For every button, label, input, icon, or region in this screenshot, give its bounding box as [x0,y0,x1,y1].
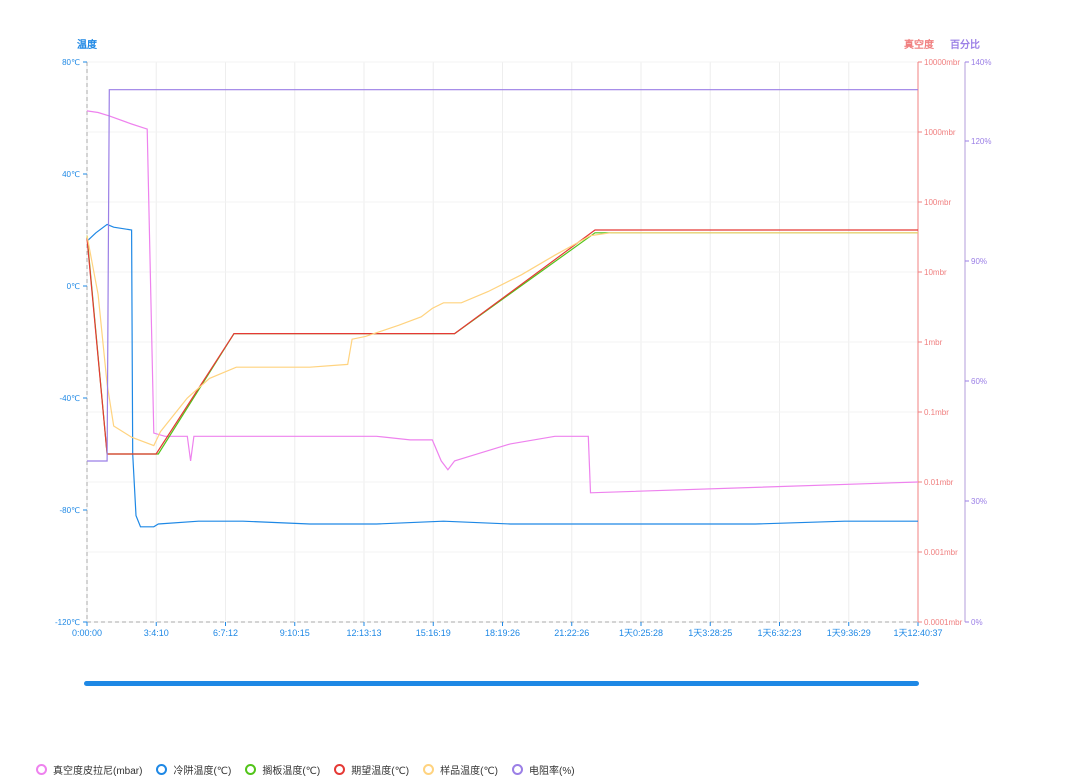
vacuum-tick-label: 10mbr [924,268,947,277]
left-tick-label: -120℃ [55,618,80,627]
percent-tick-label: 140% [971,58,991,67]
x-tick-label: 9:10:15 [280,628,310,638]
series-line-5 [87,89,918,462]
percent-tick-label: 0% [971,618,983,627]
x-tick-label: 0:00:00 [72,628,102,638]
series-line-3 [86,229,918,455]
legend-swatch-icon [423,764,435,775]
legend: 真空度皮拉尼(mbar) 冷阱温度(℃) 搁板温度(℃) 期望温度(℃) 样品温度(℃)… [36,762,575,777]
legend-label: 真空度皮拉尼(mbar) [53,766,143,777]
legend-item-1[interactable]: 冷阱温度(℃) [156,762,231,777]
legend-swatch-icon [512,764,524,775]
left-tick-label: -80℃ [59,506,80,515]
left-tick-label: 80℃ [62,58,80,67]
series-layer [86,89,919,528]
axis-layer: 80℃ 40℃ 0℃ -40℃ -80℃ -120℃0:00:00 3:4:10 6:7:12… [55,58,991,638]
legend-item-5[interactable]: 电阻率(%) [512,762,575,777]
vacuum-tick-label: 0.01mbr [924,478,954,487]
left-tick-label: 40℃ [62,170,80,179]
grid-layer [86,61,919,623]
legend-item-2[interactable]: 搁板温度(℃) [245,762,320,777]
x-tick-label: 1天0:25:28 [619,628,663,638]
x-tick-label: 1天6:32:23 [757,628,801,638]
legend-item-0[interactable]: 真空度皮拉尼(mbar) [36,762,142,777]
legend-swatch-icon [334,764,346,775]
vacuum-tick-label: 100mbr [924,198,951,207]
x-tick-label: 3:4:10 [144,628,169,638]
legend-item-3[interactable]: 期望温度(℃) [334,762,409,777]
vacuum-tick-label: 0.001mbr [924,548,958,557]
legend-item-4[interactable]: 样品温度(℃) [423,762,498,777]
percent-tick-label: 60% [971,377,987,386]
legend-label: 搁板温度(℃) [262,766,321,777]
left-tick-label: -40℃ [59,394,80,403]
vacuum-tick-label: 1000mbr [924,128,956,137]
series-line-1 [86,223,918,528]
x-tick-label: 15:16:19 [416,628,451,638]
vacuum-tick-label: 1mbr [924,338,943,347]
x-tick-label: 12:13:13 [346,628,381,638]
x-tick-label: 1天12:40:37 [893,628,942,638]
x-tick-label: 1天3:28:25 [688,628,732,638]
zoom-slider[interactable] [84,681,919,686]
x-tick-label: 6:7:12 [213,628,238,638]
vacuum-tick-label: 10000mbr [924,58,960,67]
x-tick-label: 1天9:36:29 [827,628,871,638]
legend-label: 样品温度(℃) [440,766,499,777]
vacuum-axis-title: 真空度 [904,38,935,51]
percent-tick-label: 120% [971,137,991,146]
vacuum-tick-label: 0.0001mbr [924,618,963,627]
percent-tick-label: 90% [971,257,987,266]
percent-tick-label: 30% [971,497,987,506]
legend-swatch-icon [156,764,168,775]
x-tick-label: 21:22:26 [554,628,589,638]
legend-swatch-icon [36,764,47,775]
vacuum-tick-label: 0.1mbr [924,408,949,417]
left-axis-title: 温度 [77,38,98,51]
legend-label: 期望温度(℃) [351,766,410,777]
series-line-0 [86,110,919,494]
legend-swatch-icon [245,764,257,775]
series-line-4 [86,232,918,447]
x-tick-label: 18:19:26 [485,628,520,638]
legend-label: 冷阱温度(℃) [173,766,232,777]
legend-label: 电阻率(%) [529,766,575,777]
percent-axis-title: 百分比 [950,38,980,51]
left-tick-label: 0℃ [67,282,80,291]
